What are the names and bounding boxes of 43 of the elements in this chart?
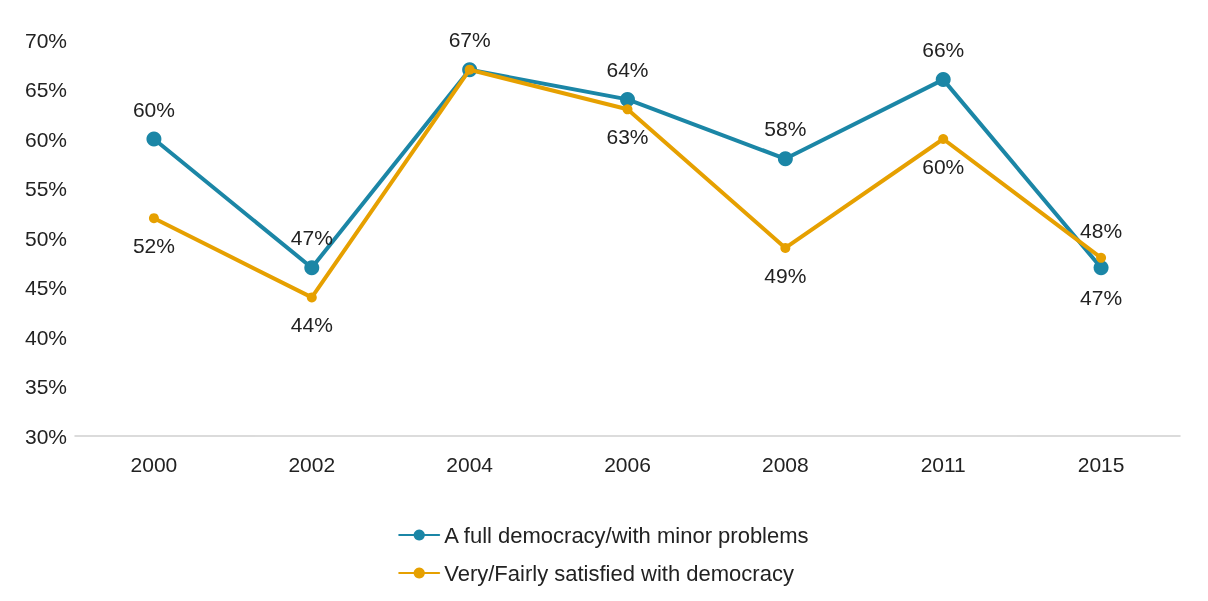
- data-label: 60%: [922, 155, 965, 178]
- data-label: 48%: [1080, 218, 1123, 242]
- data-label: 47%: [290, 226, 333, 250]
- data-label: 66%: [922, 38, 965, 62]
- data-label: 52%: [132, 234, 175, 258]
- data-label: 63%: [606, 125, 649, 149]
- y-tick-label: 45%: [24, 276, 67, 299]
- y-tick-label: 35%: [24, 375, 67, 398]
- point: [148, 213, 159, 224]
- data-label: 58%: [764, 117, 807, 141]
- data-label: 60%: [132, 97, 175, 121]
- data-label: 49%: [764, 263, 807, 287]
- x-tick-label: 2015: [1077, 453, 1125, 476]
- x-tick-label: 2008: [762, 453, 809, 476]
- x-tick-label: 2006: [604, 453, 651, 476]
- point: [1096, 252, 1107, 263]
- y-tick-label: 30%: [24, 424, 67, 448]
- x-tick-label: 2002: [288, 453, 336, 476]
- data-label: 47%: [1080, 286, 1123, 310]
- y-tick-label: 50%: [24, 226, 67, 250]
- point: [938, 134, 949, 144]
- data-label: 67%: [448, 28, 491, 52]
- y-tick-label: 40%: [24, 325, 67, 349]
- y-tick-label: 70%: [24, 28, 67, 52]
- legend-label: Very/Fairly satisfied with democracy: [444, 560, 794, 586]
- legend-label: A full democracy/with minor problems: [444, 522, 809, 548]
- y-tick-label: 65%: [24, 78, 67, 101]
- point: [935, 72, 951, 88]
- y-tick-label: 60%: [24, 127, 67, 151]
- point: [780, 242, 791, 253]
- point: [777, 151, 793, 167]
- point: [620, 91, 635, 107]
- point: [146, 131, 162, 147]
- data-label: 44%: [290, 313, 333, 337]
- point: [306, 292, 317, 303]
- data-label: 64%: [606, 57, 649, 81]
- point: [304, 260, 320, 276]
- point: [1093, 260, 1109, 276]
- point: [622, 104, 633, 115]
- x-tick-label: 2004: [446, 453, 494, 476]
- y-tick-label: 55%: [24, 177, 67, 200]
- x-tick-label: 2011: [920, 453, 966, 476]
- x-tick-label: 2000: [130, 453, 178, 476]
